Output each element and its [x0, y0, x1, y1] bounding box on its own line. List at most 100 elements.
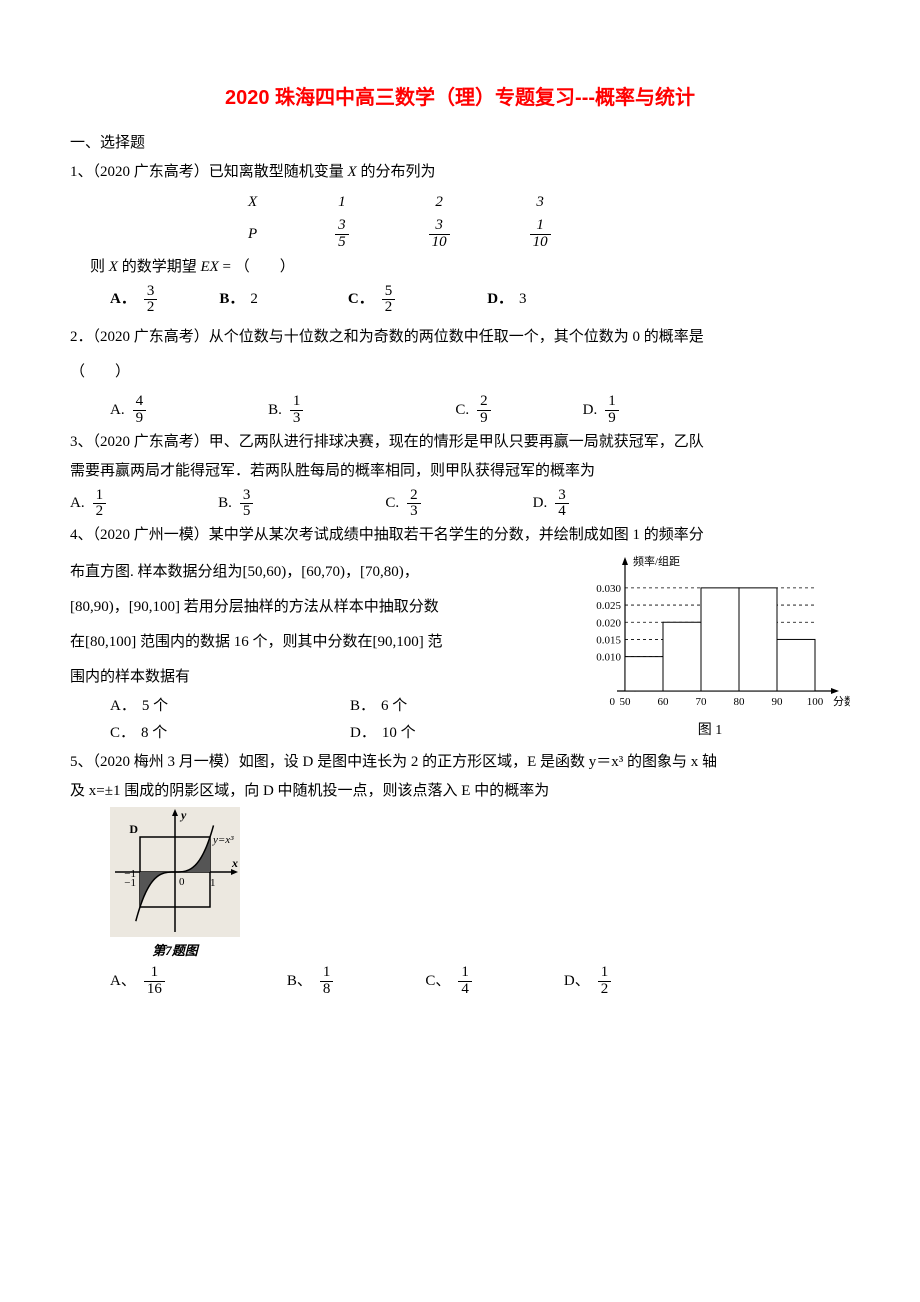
option-d[interactable]: D．10 个 — [350, 720, 416, 747]
q4-l4c: 范 — [424, 634, 443, 650]
frac-den: 10 — [530, 235, 551, 251]
frac-num: 1 — [605, 394, 619, 411]
q4-wrap: 布直方图. 样本数据分组为[50,60)，[60,70)，[70,80)， [8… — [70, 551, 850, 747]
q1-options: A．32 B．2 C．52 D．3 — [70, 284, 850, 317]
option-value: 8 个 — [141, 720, 167, 747]
q1-distribution-table: X 1 2 3 P 35 310 110 — [210, 188, 591, 252]
svg-text:60: 60 — [658, 696, 670, 708]
question-4-l1: 4、（2020 广州一模）某中学从某次考试成绩中抽取若干名学生的分数，并绘制成如… — [70, 522, 850, 549]
option-b[interactable]: B．6 个 — [350, 693, 407, 720]
option-b[interactable]: B.35 — [218, 488, 255, 521]
q4-l4a: 在 — [70, 634, 85, 650]
table-hdr-x: X — [210, 188, 295, 217]
svg-text:分数: 分数 — [833, 695, 850, 708]
option-c[interactable]: C、14 — [425, 965, 474, 998]
option-a[interactable]: A、116 — [110, 965, 167, 998]
frac-den: 4 — [555, 504, 569, 520]
option-label: C． — [110, 720, 135, 747]
frac-num: 3 — [144, 284, 158, 301]
frac-num: 3 — [335, 218, 349, 235]
frac-den: 16 — [144, 982, 165, 998]
option-a[interactable]: A. 49 — [110, 394, 148, 427]
option-b[interactable]: B.13 — [268, 394, 305, 427]
option-label: C、 — [425, 968, 450, 995]
option-label: D． — [487, 286, 513, 313]
option-value: 2 — [250, 286, 258, 313]
svg-text:频率/组距: 频率/组距 — [633, 554, 680, 568]
q3-options: A.12 B.35 C.23 D.34 — [70, 488, 850, 521]
option-c[interactable]: C.29 — [455, 394, 492, 427]
frac-den: 2 — [598, 982, 612, 998]
frac-den: 2 — [382, 300, 396, 316]
q5-figure: Dyy=x³x−11−10 第7题图 — [110, 807, 240, 962]
q1-stem-a: 1、（2020 广东高考）已知离散型随机变量 — [70, 164, 348, 180]
question-1: 1、（2020 广东高考）已知离散型随机变量 X 的分布列为 — [70, 159, 850, 186]
frac-den: 8 — [320, 982, 334, 998]
frac-den: 2 — [144, 300, 158, 316]
option-d[interactable]: D、12 — [564, 965, 613, 998]
option-c[interactable]: C．8 个 — [110, 720, 290, 747]
table-cell: 110 — [490, 217, 591, 252]
table-cell: 3 — [490, 188, 591, 217]
option-label: A. — [110, 397, 125, 424]
option-c[interactable]: C.23 — [385, 488, 422, 521]
table-cell: 35 — [295, 217, 389, 252]
svg-text:70: 70 — [696, 696, 708, 708]
q1-stem-b: 的分布列为 — [357, 164, 436, 180]
svg-text:0: 0 — [179, 876, 185, 888]
frac-num: 1 — [598, 965, 612, 982]
frac-num: 3 — [240, 488, 254, 505]
svg-text:0.010: 0.010 — [596, 652, 621, 664]
svg-text:1: 1 — [210, 877, 216, 889]
option-b[interactable]: B、18 — [287, 965, 336, 998]
svg-text:100: 100 — [807, 696, 824, 708]
option-value: 3 — [519, 286, 527, 313]
q2-options: A.49 B.13 C.29 D.19 — [70, 394, 850, 427]
q4-intv2: [80,90)，[90,100] — [70, 599, 180, 615]
frac-den: 9 — [477, 411, 491, 427]
q4-intv1: [50,60)，[60,70)，[70,80)， — [243, 564, 419, 580]
frac-num: 4 — [133, 394, 147, 411]
q4-l5: 围内的样本数据有 — [70, 664, 550, 691]
question-5-l1: 5、（2020 梅州 3 月一模）如图，设 D 是图中连长为 2 的正方形区域，… — [70, 749, 850, 776]
q4-intva: [80,100] — [85, 634, 136, 650]
q4-options: A．5 个 B．6 个 C．8 个 D．10 个 — [70, 693, 550, 747]
svg-text:y: y — [179, 808, 187, 822]
question-3-l1: 3、（2020 广东高考）甲、乙两队进行排球决赛，现在的情形是甲队只要再赢一局就… — [70, 429, 850, 456]
section-heading: 一、选择题 — [70, 130, 850, 157]
option-label: A． — [110, 693, 136, 720]
frac-num: 3 — [555, 488, 569, 505]
svg-text:0: 0 — [610, 696, 616, 708]
option-d[interactable]: D．3 — [487, 284, 526, 317]
svg-text:−1: −1 — [124, 868, 136, 880]
frac-den: 10 — [429, 235, 450, 251]
question-3-l2: 需要再赢两局才能得冠军．若两队胜每局的概率相同，则甲队获得冠军的概率为 — [70, 458, 850, 485]
option-label: C. — [455, 397, 469, 424]
q5-fig-caption: 第7题图 — [110, 939, 240, 962]
q4-histogram: 0.0100.0150.0200.0250.0305060708090100分数… — [570, 551, 850, 743]
svg-text:x: x — [231, 856, 238, 870]
svg-text:50: 50 — [620, 696, 632, 708]
option-d[interactable]: D.19 — [583, 394, 621, 427]
option-a[interactable]: A.12 — [70, 488, 108, 521]
q1-x2: X — [109, 259, 118, 275]
q5-options: A、116 B、18 C、14 D、12 — [70, 965, 850, 998]
question-5-l2: 及 x=±1 围成的阴影区域，向 D 中随机投一点，则该点落入 E 中的概率为 — [70, 778, 850, 805]
frac-den: 9 — [133, 411, 147, 427]
q4-l3: [80,90)，[90,100] 若用分层抽样的方法从样本中抽取分数 — [70, 594, 550, 621]
option-c[interactable]: C．52 — [348, 284, 397, 317]
frac-num: 1 — [458, 965, 472, 982]
svg-text:y=x³: y=x³ — [212, 834, 234, 846]
option-label: D． — [350, 720, 376, 747]
option-d[interactable]: D. 34 — [533, 488, 571, 521]
svg-text:80: 80 — [734, 696, 746, 708]
frac-num: 1 — [530, 218, 551, 235]
option-a[interactable]: A．5 个 — [110, 693, 290, 720]
frac-den: 3 — [407, 504, 421, 520]
frac-den: 9 — [605, 411, 619, 427]
option-b[interactable]: B．2 — [219, 284, 258, 317]
option-a[interactable]: A． 32 — [110, 284, 159, 317]
q4-l4: 在[80,100] 范围内的数据 16 个，则其中分数在[90,100] 范 — [70, 629, 550, 656]
option-label: A． — [110, 286, 136, 313]
option-label: D. — [533, 490, 548, 517]
